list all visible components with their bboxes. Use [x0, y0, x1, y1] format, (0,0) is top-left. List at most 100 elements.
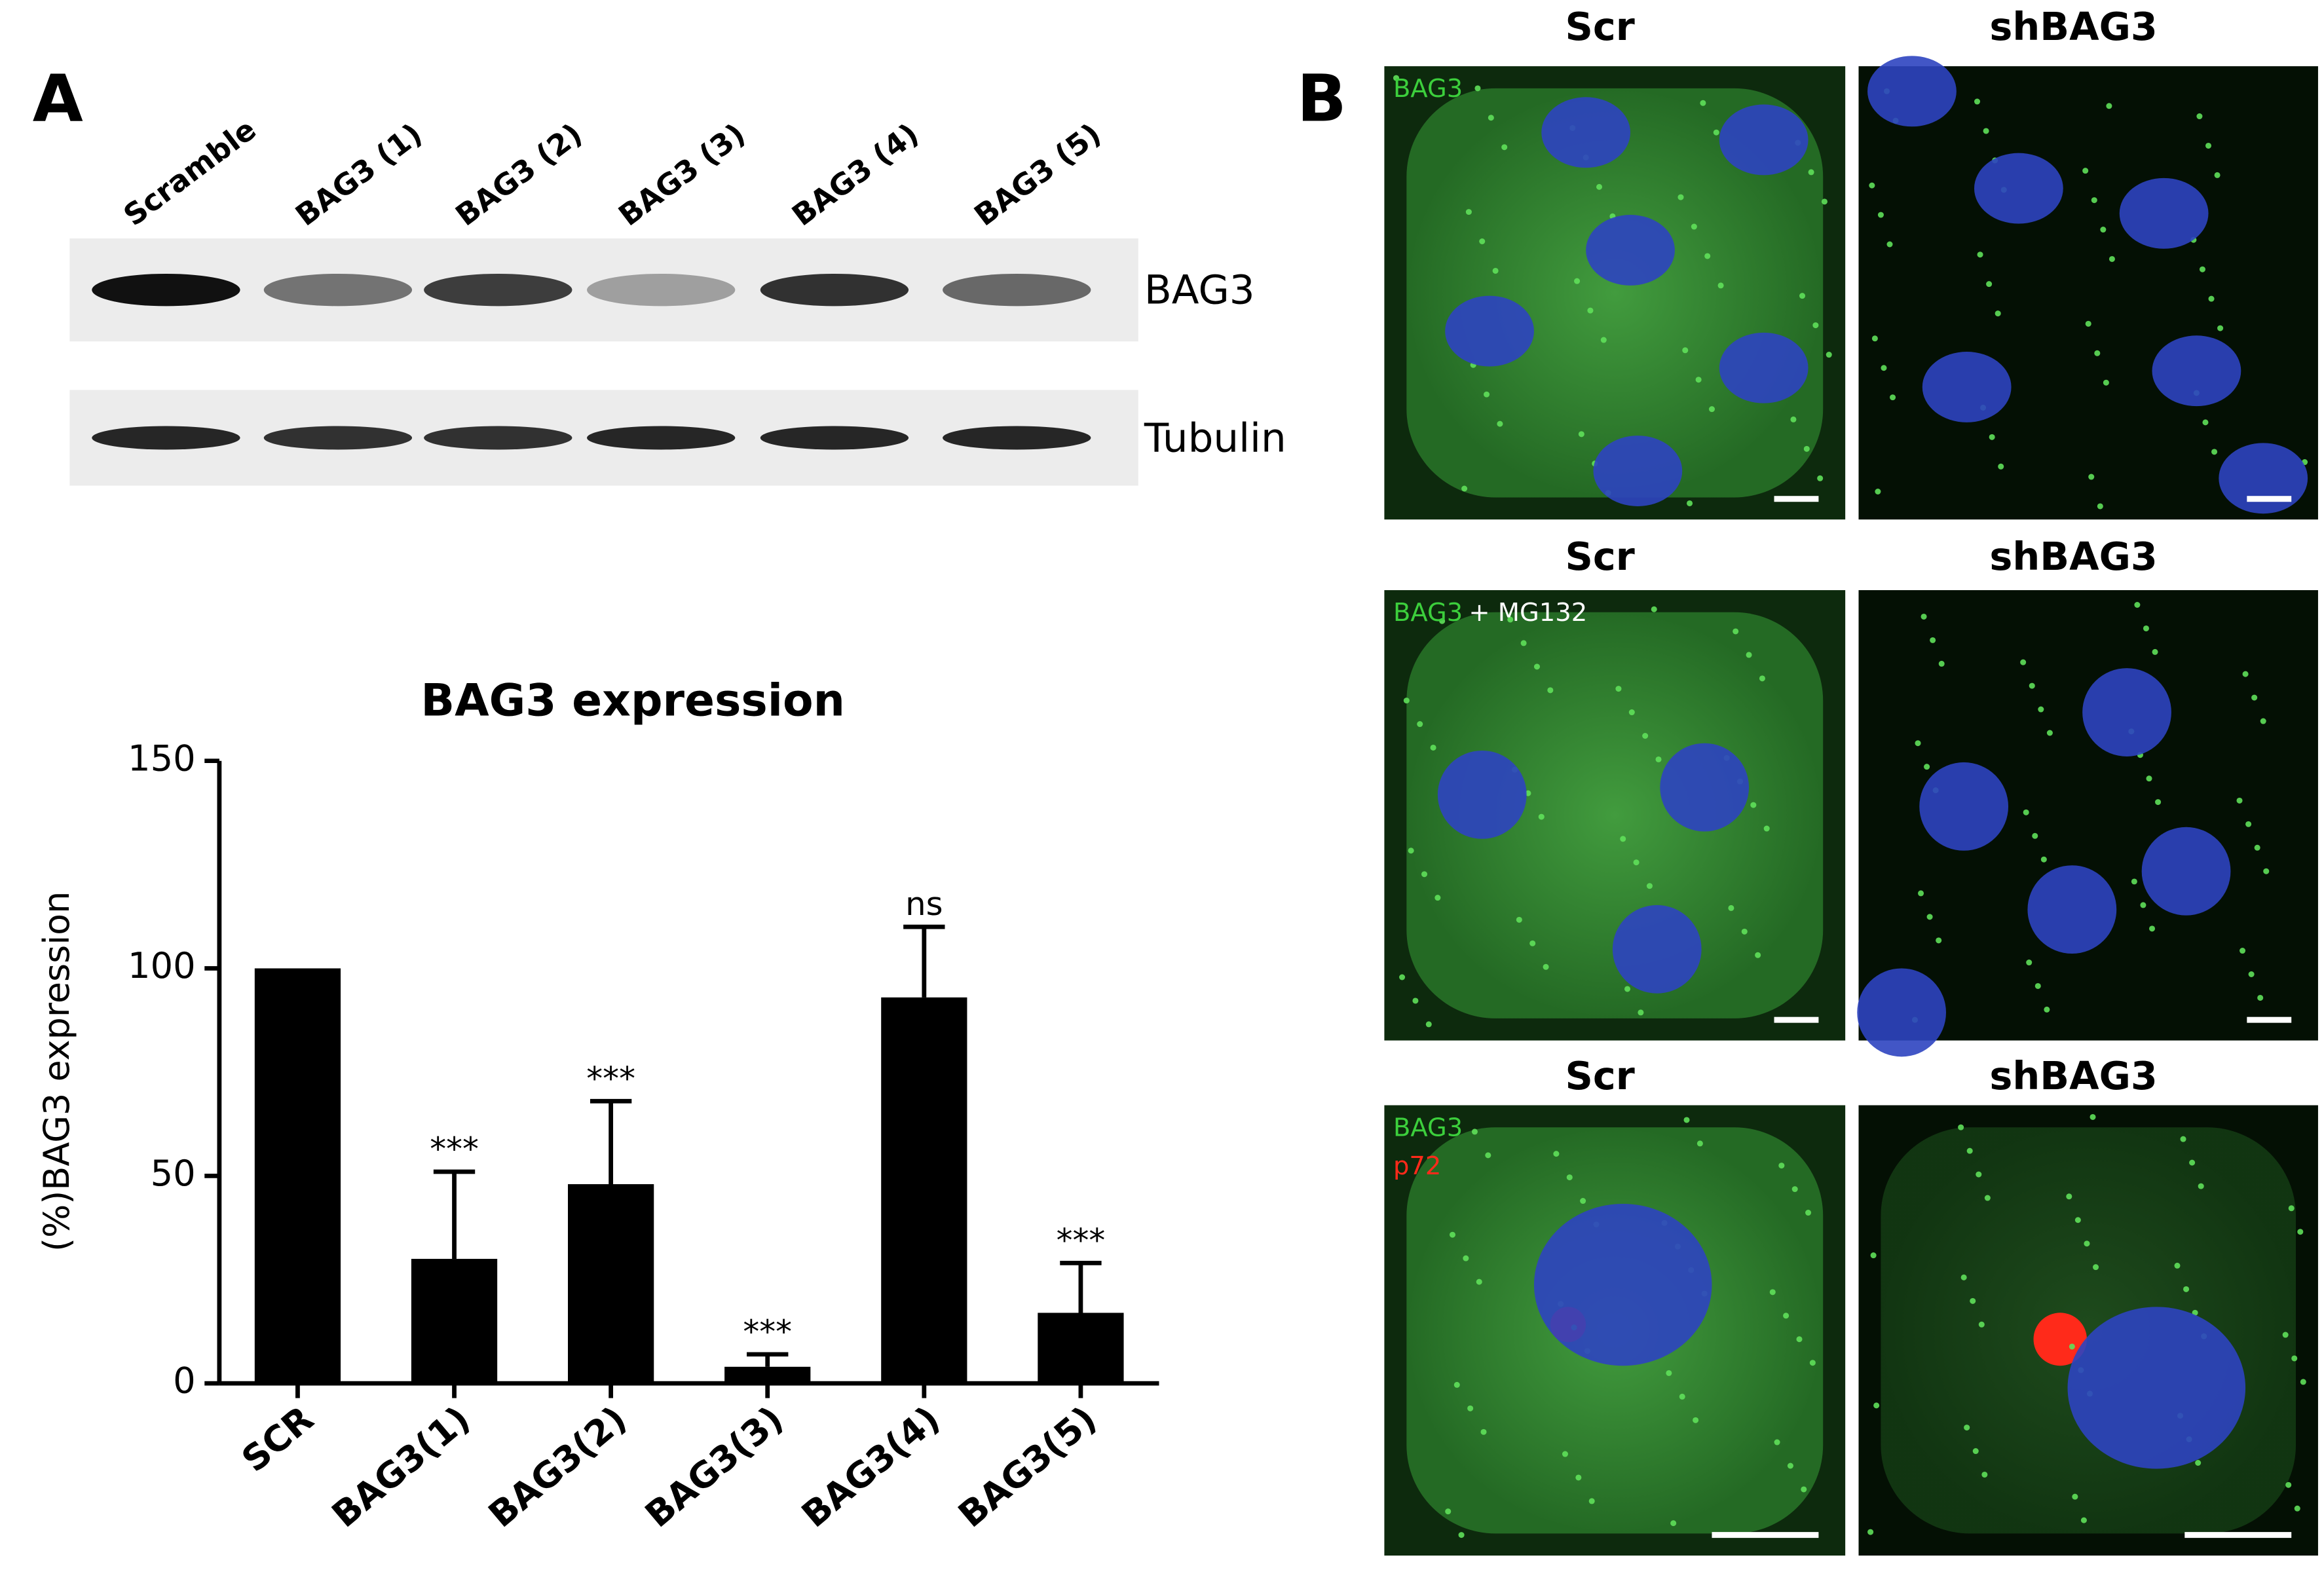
puncta — [1587, 307, 1594, 314]
puncta — [1926, 914, 1933, 920]
puncta — [1458, 1532, 1465, 1538]
puncta — [1746, 652, 1752, 658]
puncta — [2180, 1136, 2186, 1142]
puncta — [1978, 1321, 1985, 1328]
puncta — [2044, 1006, 2050, 1013]
puncta — [1977, 252, 1983, 258]
puncta — [2282, 1332, 2289, 1338]
puncta — [1533, 663, 1541, 670]
puncta — [1520, 640, 1527, 646]
puncta — [1759, 675, 1765, 682]
lane-label: BAG3 (3) — [612, 117, 752, 233]
nucleus — [2141, 827, 2231, 916]
x-tick-label: BAG3(2) — [481, 1398, 635, 1536]
puncta — [1501, 144, 1508, 151]
puncta — [1763, 825, 1770, 832]
chart-title: BAG3 expression — [421, 675, 845, 726]
puncta — [1769, 1289, 1776, 1296]
puncta — [2263, 868, 2270, 874]
puncta — [1930, 637, 1936, 643]
puncta — [2189, 1159, 2196, 1166]
bar — [254, 968, 341, 1384]
puncta — [1488, 115, 1494, 121]
puncta — [2291, 1355, 2298, 1362]
cytoplasm — [1881, 1127, 2296, 1534]
significance-label: *** — [586, 1059, 635, 1097]
puncta — [1651, 606, 1657, 612]
stain-label: BAG3 p72 — [1393, 1113, 1463, 1180]
puncta — [1507, 616, 1514, 623]
puncta — [2192, 1309, 2198, 1316]
nucleus — [2152, 335, 2241, 407]
puncta — [1708, 406, 1715, 413]
puncta — [2174, 1262, 2181, 1269]
puncta — [2090, 1113, 2096, 1120]
blot-band — [92, 426, 240, 450]
puncta — [1417, 721, 1423, 728]
puncta — [1670, 1520, 1677, 1527]
y-tick-label: 150 — [128, 737, 196, 779]
puncta — [1430, 744, 1436, 751]
scale-bar — [1774, 1016, 1819, 1023]
puncta — [1480, 1428, 1487, 1435]
puncta — [1471, 1128, 1478, 1135]
puncta — [1998, 463, 2004, 470]
puncta — [1425, 1021, 1432, 1028]
nucleus — [1974, 153, 2063, 224]
nucleus — [1586, 215, 1675, 286]
puncta — [2260, 718, 2266, 724]
puncta — [1408, 848, 1414, 854]
column-label: shBAG3 — [1989, 1054, 2157, 1098]
puncta — [1412, 998, 1419, 1004]
puncta — [2254, 844, 2260, 851]
nucleus — [2027, 865, 2117, 954]
puncta — [2297, 1229, 2304, 1235]
puncta — [1873, 1402, 1880, 1409]
puncta — [1809, 1360, 1816, 1366]
puncta — [1871, 335, 1878, 342]
error-bar — [590, 1098, 632, 1185]
puncta — [2074, 1217, 2081, 1223]
puncta — [1691, 223, 1697, 230]
puncta — [1938, 660, 1945, 667]
significance-label: *** — [430, 1130, 479, 1168]
puncta — [2211, 449, 2218, 455]
nucleus — [1857, 968, 1946, 1057]
y-tick-label: 50 — [151, 1153, 196, 1194]
puncta — [2300, 1379, 2306, 1385]
puncta — [1516, 916, 1522, 923]
puncta — [2080, 1517, 2087, 1523]
puncta — [1695, 377, 1702, 383]
cytoplasm — [1406, 612, 1824, 1018]
puncta — [1796, 1336, 1803, 1343]
puncta — [1974, 98, 1981, 105]
puncta — [2084, 1240, 2090, 1247]
panel-label: B — [1297, 62, 1347, 137]
significance-label: ns — [905, 885, 943, 923]
puncta — [2195, 1460, 2202, 1466]
puncta — [1728, 904, 1734, 911]
puncta — [1981, 1471, 1988, 1478]
puncta — [2040, 856, 2047, 863]
puncta — [1778, 1163, 1785, 1169]
scale-bar — [1712, 1532, 1819, 1538]
puncta — [1588, 1498, 1595, 1504]
puncta — [2032, 832, 2038, 839]
puncta — [1696, 1140, 1703, 1147]
puncta — [2146, 775, 2152, 782]
significance-label: *** — [743, 1313, 792, 1351]
puncta — [2108, 255, 2115, 262]
puncta — [1463, 1255, 1469, 1261]
puncta — [1867, 1529, 1874, 1535]
puncta — [1642, 732, 1649, 739]
puncta — [1683, 1117, 1690, 1123]
cytoplasm — [1406, 88, 1824, 498]
puncta — [2183, 1286, 2190, 1292]
puncta — [1875, 488, 1881, 494]
puncta — [1624, 986, 1631, 992]
puncta — [1970, 1297, 1976, 1304]
puncta — [2196, 113, 2203, 120]
puncta — [1787, 1463, 1793, 1469]
